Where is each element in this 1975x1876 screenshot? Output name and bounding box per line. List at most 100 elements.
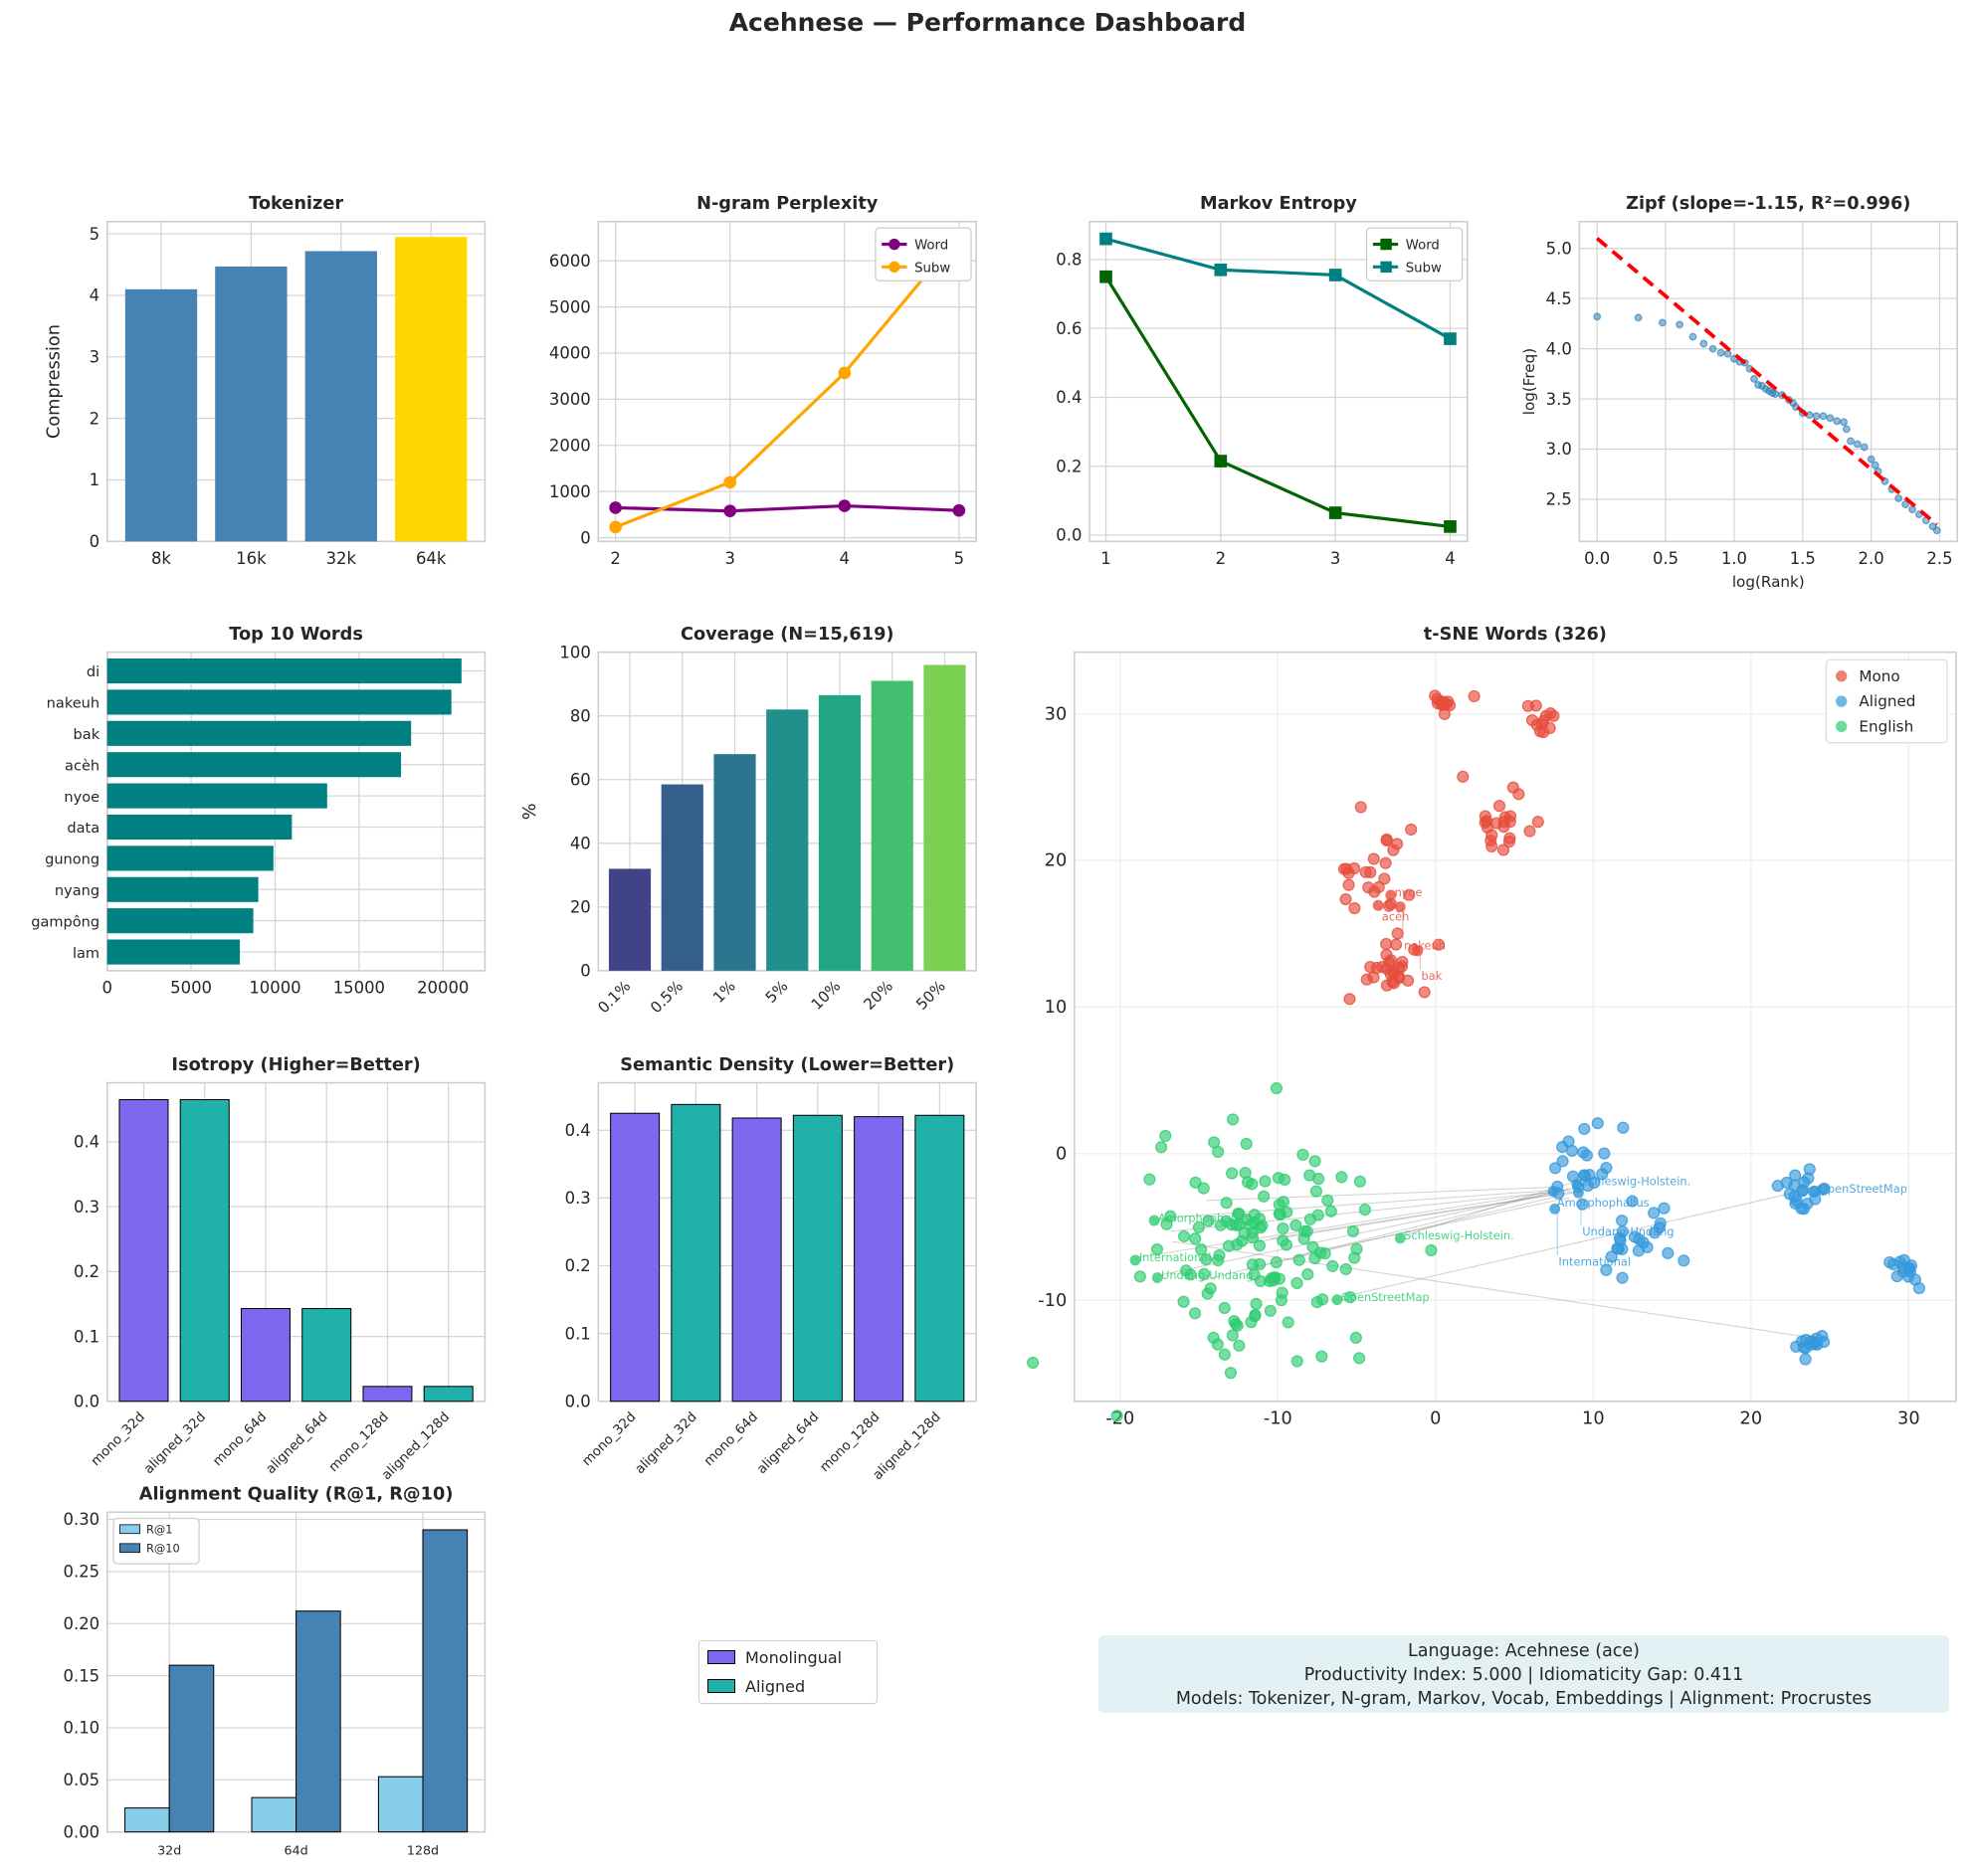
- chart-title: Isotropy (Higher=Better): [171, 1055, 420, 1075]
- y-tick-label: 0.30: [64, 1510, 100, 1529]
- zipf-point: [1826, 414, 1835, 423]
- data-point: [723, 504, 737, 517]
- tsne-point-aligned: [1790, 1340, 1803, 1353]
- x-tick-label: 0.5%: [647, 977, 687, 1017]
- zipf-point: [1840, 418, 1849, 427]
- y-axis-label: Compression: [45, 324, 65, 439]
- tsne-point-english: [1148, 1215, 1160, 1226]
- y-tick-label: 4000: [549, 344, 591, 363]
- dashboard-title: Acehnese — Performance Dashboard: [728, 8, 1247, 37]
- bar-aligned_32d: [179, 1099, 230, 1403]
- bar-lam: [106, 939, 241, 965]
- axes-frame: [105, 1081, 487, 1403]
- tsne-point-english: [1265, 1272, 1279, 1285]
- zipf-point: [1676, 320, 1684, 329]
- series-line-word: [1104, 276, 1451, 528]
- tsne-point-aligned: [1616, 1242, 1629, 1256]
- chart-title: Top 10 Words: [229, 625, 363, 645]
- tsne-point-mono: [1523, 825, 1536, 838]
- bar-R@1-32d: [124, 1807, 170, 1833]
- tsne-point-mono: [1342, 878, 1355, 891]
- alignment-link: [1230, 1191, 1575, 1247]
- legend-label: Mono: [1859, 667, 1899, 685]
- tsne-word-label: nakeuh: [1404, 939, 1446, 953]
- tsne-point-mono: [1343, 993, 1356, 1006]
- zipf-point: [1860, 443, 1869, 452]
- tsne-point-english: [1301, 1268, 1314, 1281]
- y-tick-label: 1: [90, 470, 99, 489]
- zipf-point: [1723, 349, 1732, 358]
- tsne-point-english: [1218, 1301, 1231, 1315]
- data-point: [838, 366, 852, 380]
- zipf-point: [1750, 374, 1758, 383]
- axes-frame: [597, 1081, 977, 1403]
- tsne-point-english: [1326, 1259, 1339, 1272]
- tsne-point-mono: [1485, 829, 1498, 842]
- tsne-point-english: [1310, 1295, 1323, 1309]
- x-tick-label: 0.0: [1584, 549, 1610, 568]
- tsne-point-english: [1129, 1254, 1141, 1266]
- tsne-word-label: OpenStreetMap: [1341, 1290, 1430, 1304]
- y-tick-label: 30: [1045, 704, 1068, 724]
- y-tick-label: 2.5: [1546, 490, 1572, 509]
- data-point: [1099, 270, 1112, 283]
- y-tick-label: 4.0: [1546, 339, 1572, 358]
- tsne-point-english: [1349, 1331, 1362, 1344]
- bar-mono_64d: [731, 1117, 782, 1403]
- tsne-point-english: [1253, 1239, 1267, 1252]
- legend-label: English: [1859, 717, 1913, 735]
- tsne-point-english: [1343, 1291, 1357, 1304]
- x-tick-label: 1%: [709, 977, 739, 1007]
- tsne-point-aligned: [1797, 1203, 1811, 1216]
- x-tick-label: mono_32d: [89, 1409, 148, 1469]
- y-tick-label: 0.6: [1056, 319, 1082, 338]
- tsne-point-mono: [1512, 788, 1525, 801]
- tsne-label-layer: nyoe acèh nakeuh bak Schleswig-Holstein. Amor…: [1139, 885, 1907, 1304]
- tsne-word-label: Schleswig-Holstein.: [1404, 1228, 1514, 1242]
- tsne-point-aligned: [1576, 1198, 1589, 1211]
- y-tick-label: 20: [570, 898, 591, 917]
- bar-gunong: [106, 845, 274, 871]
- x-tick-label: aligned_64d: [264, 1409, 331, 1477]
- bar-aligned_128d: [423, 1386, 474, 1403]
- y-tick-label: 0.00: [64, 1822, 100, 1841]
- legend-swatch: [119, 1543, 141, 1554]
- tsne-point-aligned: [1549, 1162, 1562, 1175]
- alignment-link: [1159, 1190, 1554, 1219]
- axes-frame: [597, 221, 977, 543]
- tsne-word-label: International: [1558, 1254, 1631, 1268]
- legend-marker: [1835, 670, 1848, 682]
- tsne-point-mono: [1387, 965, 1400, 978]
- y-tick-label: 5.0: [1546, 239, 1572, 258]
- x-tick-label: 128d: [407, 1842, 439, 1857]
- tsne-point-aligned: [1616, 1271, 1629, 1284]
- tsne-point-english: [1177, 1295, 1190, 1308]
- x-tick-label: 8k: [151, 549, 171, 568]
- tsne-point-mono: [1457, 770, 1470, 783]
- tsne-point-english: [1279, 1173, 1291, 1187]
- bar-0.5%: [661, 784, 703, 971]
- tsne-word-label: Undang-Undang: [1582, 1224, 1674, 1238]
- x-tick-label: 50%: [912, 977, 949, 1014]
- tsne-point-aligned: [1658, 1202, 1671, 1215]
- y-tick-label: 1000: [549, 482, 591, 501]
- zipf-point: [1688, 332, 1697, 341]
- tsne-point-english: [1309, 1185, 1322, 1198]
- tsne-point-english: [1218, 1348, 1231, 1361]
- tsne-point-aligned: [1578, 1122, 1591, 1136]
- y-tick-label: lam: [73, 945, 99, 962]
- coverage-panel: 0.1% 0.5% 1% 5% 10% 20% 50% 0 20 40 60 80 100 Coverag…: [520, 625, 977, 1017]
- tsne-point-english: [1350, 1242, 1363, 1255]
- tsne-point-english: [1228, 1314, 1241, 1328]
- x-tick-label: 0: [1430, 1409, 1441, 1429]
- x-tick-label: 64k: [416, 549, 447, 568]
- bar-R@1-128d: [377, 1776, 424, 1833]
- y-tick-label: 0.15: [64, 1666, 100, 1685]
- bar-mono_32d: [118, 1099, 169, 1403]
- x-tick-label: 64d: [285, 1842, 308, 1857]
- info-indices: Productivity Index: 5.000 | Idiomaticity…: [1303, 1665, 1744, 1685]
- legend-marker: [1380, 261, 1392, 274]
- legend-swatch-monolingual: [707, 1650, 735, 1664]
- tsne-point-aligned: [1662, 1246, 1675, 1259]
- tsne-point-aligned: [1803, 1163, 1816, 1176]
